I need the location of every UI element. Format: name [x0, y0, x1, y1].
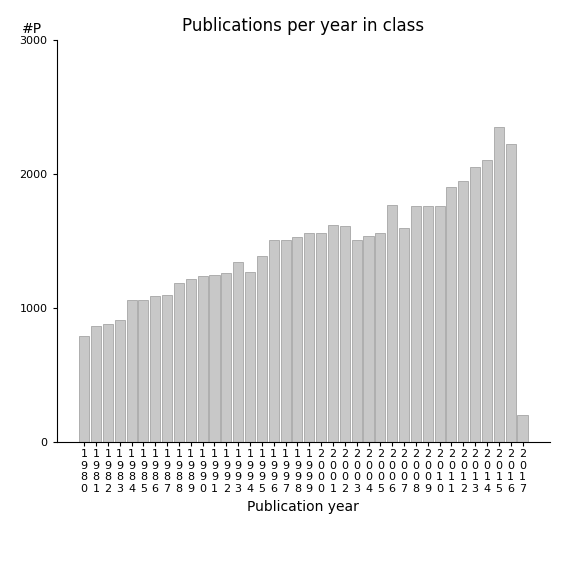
Bar — [293, 237, 302, 442]
Bar — [328, 225, 338, 442]
Bar — [174, 282, 184, 442]
Bar — [446, 187, 456, 442]
Bar — [316, 233, 326, 442]
Bar — [91, 325, 101, 442]
Bar — [434, 206, 445, 442]
Bar — [304, 233, 314, 442]
Bar — [209, 274, 219, 442]
Bar — [387, 205, 397, 442]
Bar — [79, 336, 89, 442]
Bar — [494, 127, 504, 442]
Bar — [198, 276, 208, 442]
Bar — [269, 240, 279, 442]
Bar — [126, 300, 137, 442]
Bar — [281, 240, 291, 442]
Bar — [138, 300, 149, 442]
Bar — [411, 206, 421, 442]
Bar — [518, 416, 527, 442]
Text: #P: #P — [22, 22, 43, 36]
Bar — [115, 320, 125, 442]
Bar — [363, 236, 374, 442]
Bar — [162, 295, 172, 442]
Bar — [257, 256, 267, 442]
Bar — [482, 160, 492, 442]
Bar — [458, 181, 468, 442]
Title: Publications per year in class: Publications per year in class — [182, 18, 425, 35]
Bar — [245, 272, 255, 442]
Bar — [233, 263, 243, 442]
Bar — [186, 278, 196, 442]
Bar — [423, 206, 433, 442]
Bar — [103, 324, 113, 442]
Bar — [150, 296, 160, 442]
Bar — [375, 233, 386, 442]
Bar — [506, 145, 516, 442]
Bar — [340, 226, 350, 442]
Bar — [221, 273, 231, 442]
Bar — [352, 240, 362, 442]
Bar — [399, 227, 409, 442]
X-axis label: Publication year: Publication year — [247, 500, 359, 514]
Bar — [470, 167, 480, 442]
